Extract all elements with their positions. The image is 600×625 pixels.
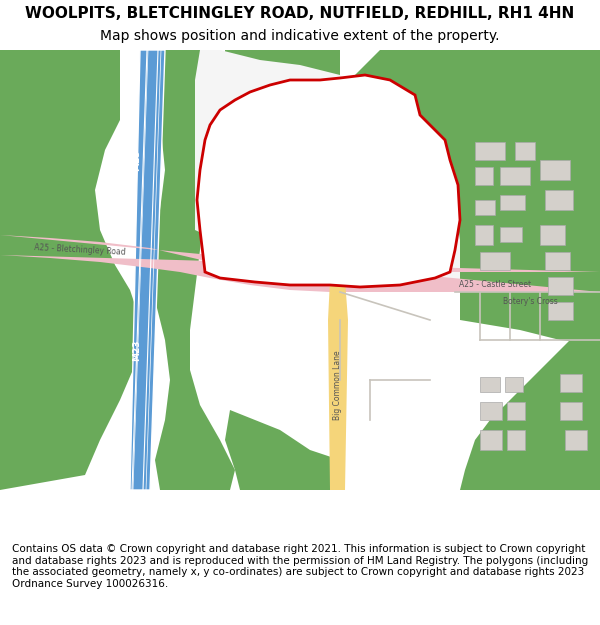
FancyBboxPatch shape bbox=[290, 212, 315, 230]
Polygon shape bbox=[130, 50, 165, 490]
Polygon shape bbox=[400, 50, 550, 150]
Text: A25 - Castle Street: A25 - Castle Street bbox=[459, 281, 531, 289]
FancyBboxPatch shape bbox=[500, 167, 530, 185]
Polygon shape bbox=[195, 50, 460, 290]
Text: Big Common Lane: Big Common Lane bbox=[332, 350, 341, 420]
FancyBboxPatch shape bbox=[565, 430, 587, 450]
FancyBboxPatch shape bbox=[240, 210, 258, 230]
Polygon shape bbox=[225, 410, 340, 490]
Text: M23: M23 bbox=[133, 339, 142, 361]
FancyBboxPatch shape bbox=[560, 374, 582, 392]
FancyBboxPatch shape bbox=[475, 142, 505, 160]
Text: Map shows position and indicative extent of the property.: Map shows position and indicative extent… bbox=[100, 29, 500, 43]
FancyBboxPatch shape bbox=[480, 402, 502, 420]
FancyBboxPatch shape bbox=[475, 200, 495, 215]
Polygon shape bbox=[0, 235, 600, 292]
FancyBboxPatch shape bbox=[507, 430, 525, 450]
Text: M23: M23 bbox=[133, 149, 142, 171]
FancyBboxPatch shape bbox=[480, 252, 510, 270]
FancyBboxPatch shape bbox=[500, 227, 522, 242]
Text: Botery's Cross: Botery's Cross bbox=[503, 298, 557, 306]
Polygon shape bbox=[155, 50, 235, 490]
Polygon shape bbox=[328, 280, 348, 490]
FancyBboxPatch shape bbox=[500, 195, 525, 210]
FancyBboxPatch shape bbox=[545, 190, 573, 210]
Polygon shape bbox=[220, 50, 340, 230]
FancyBboxPatch shape bbox=[548, 302, 573, 320]
FancyBboxPatch shape bbox=[540, 160, 570, 180]
FancyBboxPatch shape bbox=[507, 402, 525, 420]
FancyBboxPatch shape bbox=[475, 167, 493, 185]
FancyBboxPatch shape bbox=[505, 377, 523, 392]
FancyBboxPatch shape bbox=[560, 402, 582, 420]
FancyBboxPatch shape bbox=[475, 225, 493, 245]
Text: Contains OS data © Crown copyright and database right 2021. This information is : Contains OS data © Crown copyright and d… bbox=[12, 544, 588, 589]
Text: WOOLPITS, BLETCHINGLEY ROAD, NUTFIELD, REDHILL, RH1 4HN: WOOLPITS, BLETCHINGLEY ROAD, NUTFIELD, R… bbox=[25, 6, 575, 21]
FancyBboxPatch shape bbox=[270, 165, 310, 190]
Polygon shape bbox=[197, 75, 460, 287]
FancyBboxPatch shape bbox=[548, 277, 573, 295]
FancyBboxPatch shape bbox=[515, 142, 535, 160]
FancyBboxPatch shape bbox=[545, 252, 570, 270]
FancyBboxPatch shape bbox=[540, 225, 565, 245]
Polygon shape bbox=[460, 340, 600, 490]
FancyBboxPatch shape bbox=[480, 430, 502, 450]
FancyBboxPatch shape bbox=[480, 377, 500, 392]
Text: A25 - Bletchingley Road: A25 - Bletchingley Road bbox=[34, 243, 126, 257]
Polygon shape bbox=[340, 50, 600, 345]
Polygon shape bbox=[0, 50, 140, 490]
